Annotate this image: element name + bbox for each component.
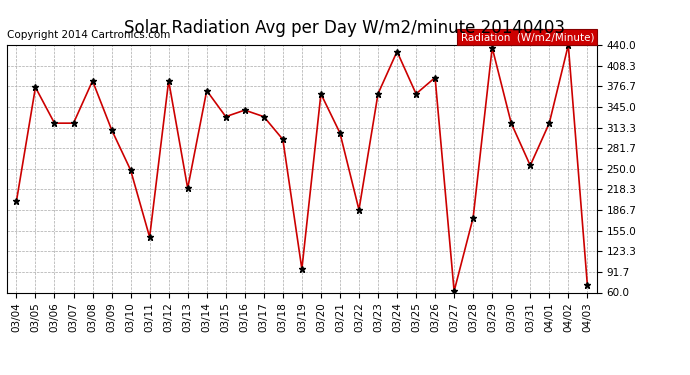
Text: Copyright 2014 Cartronics.com: Copyright 2014 Cartronics.com bbox=[7, 30, 170, 40]
Text: Radiation  (W/m2/Minute): Radiation (W/m2/Minute) bbox=[460, 32, 594, 42]
Text: Solar Radiation Avg per Day W/m2/minute 20140403: Solar Radiation Avg per Day W/m2/minute … bbox=[124, 19, 566, 37]
